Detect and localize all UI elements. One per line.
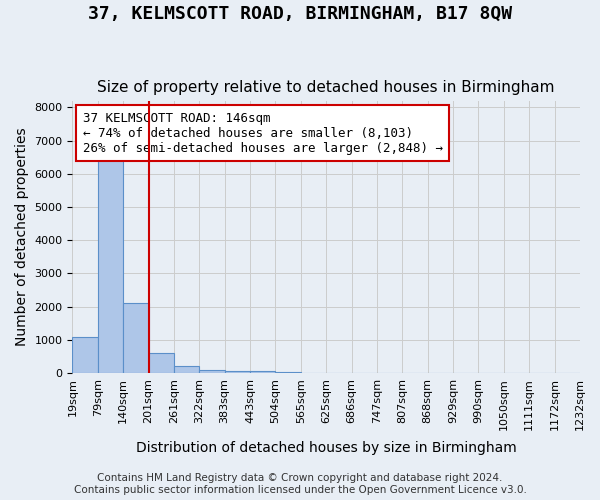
- Bar: [174, 366, 199, 373]
- Bar: [224, 370, 250, 373]
- X-axis label: Distribution of detached houses by size in Birmingham: Distribution of detached houses by size …: [136, 441, 517, 455]
- Bar: [199, 370, 224, 373]
- Bar: [250, 372, 275, 373]
- Title: Size of property relative to detached houses in Birmingham: Size of property relative to detached ho…: [97, 80, 555, 96]
- Text: 37, KELMSCOTT ROAD, BIRMINGHAM, B17 8QW: 37, KELMSCOTT ROAD, BIRMINGHAM, B17 8QW: [88, 5, 512, 23]
- Text: Contains HM Land Registry data © Crown copyright and database right 2024.
Contai: Contains HM Land Registry data © Crown c…: [74, 474, 526, 495]
- Bar: [98, 158, 123, 373]
- Bar: [73, 336, 98, 373]
- Y-axis label: Number of detached properties: Number of detached properties: [15, 128, 29, 346]
- Text: 37 KELMSCOTT ROAD: 146sqm
← 74% of detached houses are smaller (8,103)
26% of se: 37 KELMSCOTT ROAD: 146sqm ← 74% of detac…: [83, 112, 443, 154]
- Bar: [275, 372, 301, 373]
- Bar: [149, 353, 174, 373]
- Bar: [123, 304, 149, 373]
